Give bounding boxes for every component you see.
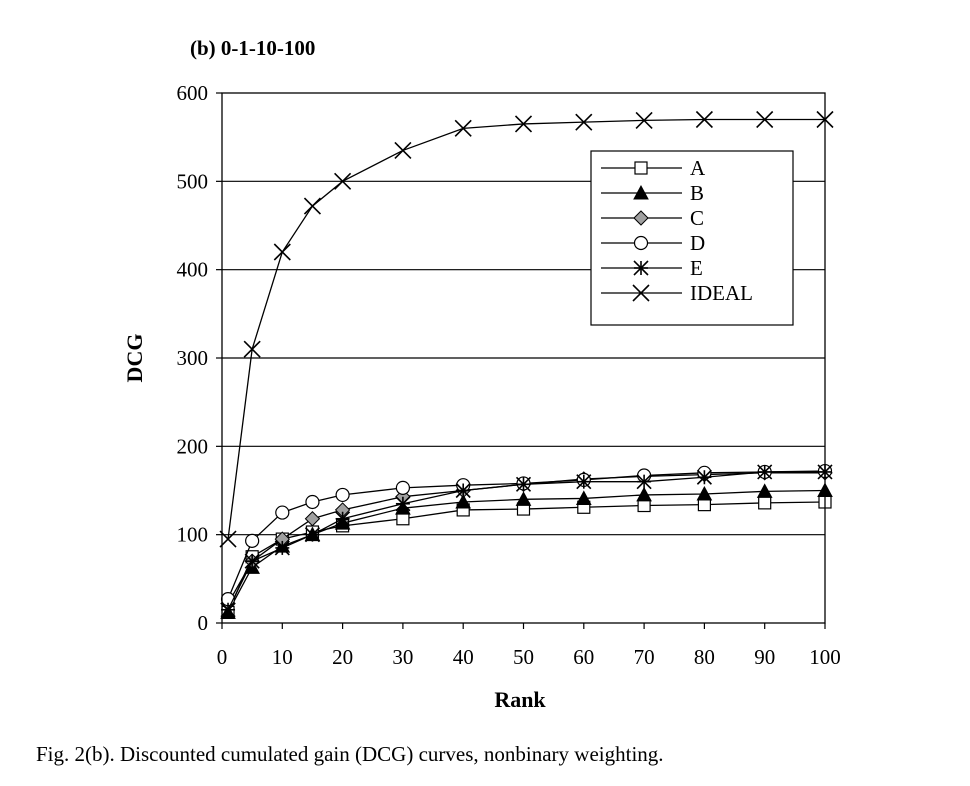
legend-marker (633, 260, 649, 276)
data-point (696, 469, 712, 485)
x-tick-label: 40 (453, 645, 474, 669)
data-point (696, 485, 713, 501)
legend-label: IDEAL (690, 281, 753, 305)
data-point (243, 340, 261, 358)
legend-entry: E (601, 256, 703, 280)
y-tick-label: 600 (177, 81, 209, 105)
y-tick-label: 500 (177, 169, 209, 193)
data-point (305, 494, 320, 510)
data-point (515, 491, 532, 506)
data-point (335, 511, 351, 527)
series-e (220, 464, 833, 618)
plot-frame (221, 92, 826, 624)
legend-marker (634, 161, 648, 175)
x-tick-label: 30 (392, 645, 413, 669)
data-point (304, 527, 321, 543)
data-point (273, 243, 291, 261)
data-point (757, 464, 773, 480)
legend-label: D (690, 231, 705, 255)
data-point (575, 113, 593, 131)
data-point (335, 487, 350, 503)
legend-label: C (690, 206, 704, 230)
data-point (756, 110, 774, 129)
data-point (395, 496, 411, 512)
data-point (636, 486, 652, 502)
data-point (636, 474, 652, 490)
y-tick-labels: 0 100 200 300 400 500 600 (177, 81, 209, 635)
data-point (274, 540, 290, 556)
x-tick-labels: 0 10 20 30 40 50 60 70 80 90 100 (217, 645, 841, 669)
data-point (245, 533, 260, 548)
legend-marker (632, 284, 650, 302)
y-tick-label: 200 (177, 434, 209, 458)
y-tick-label: 300 (177, 346, 209, 370)
legend-entry: IDEAL (601, 281, 753, 305)
data-point (514, 115, 533, 133)
data-point (303, 197, 322, 215)
data-point (334, 172, 352, 190)
x-tick-label: 90 (754, 645, 775, 669)
x-axis-label: Rank (494, 687, 546, 712)
data-point (515, 476, 532, 492)
data-point (576, 474, 592, 490)
legend-label: B (690, 181, 704, 205)
y-tick-label: 0 (198, 611, 209, 635)
legend-entry: D (601, 231, 705, 255)
series-ideal (219, 110, 834, 548)
data-point (756, 483, 773, 498)
data-point (455, 482, 471, 499)
x-tick-label: 80 (694, 645, 715, 669)
data-point (695, 110, 713, 129)
data-point (455, 493, 472, 509)
x-tick-label: 0 (217, 645, 228, 669)
data-point (220, 602, 236, 618)
data-point (635, 111, 653, 129)
legend-entry: C (601, 206, 704, 230)
legend-entry: A (601, 156, 706, 180)
data-point (394, 141, 412, 159)
legend-label: A (690, 156, 706, 180)
data-point (758, 496, 772, 510)
y-tick-label: 100 (177, 523, 209, 547)
chart-title: (b) 0-1-10-100 (190, 36, 315, 60)
series-group (219, 110, 834, 620)
legend-entry: B (601, 181, 704, 205)
y-tick-label: 400 (177, 258, 209, 282)
data-point (219, 530, 237, 548)
legend-box (590, 150, 794, 326)
data-point (304, 511, 321, 527)
legend-marker (633, 235, 649, 251)
figure-caption: Fig. 2(b). Discounted cumulated gain (DC… (36, 742, 664, 766)
x-tick-label: 100 (809, 645, 841, 669)
x-tick-label: 10 (272, 645, 293, 669)
data-point (395, 480, 410, 495)
legend-label: E (690, 256, 703, 280)
x-tick-label: 70 (634, 645, 655, 669)
x-tick-label: 20 (332, 645, 353, 669)
x-tick-label: 50 (513, 645, 534, 669)
legend-marker (633, 210, 649, 226)
y-axis-label: DCG (122, 334, 147, 383)
data-point (244, 553, 260, 569)
x-tick-label: 60 (573, 645, 594, 669)
legend-marker (633, 184, 649, 200)
data-point (454, 119, 472, 137)
data-point (575, 490, 592, 505)
data-point (275, 505, 290, 520)
